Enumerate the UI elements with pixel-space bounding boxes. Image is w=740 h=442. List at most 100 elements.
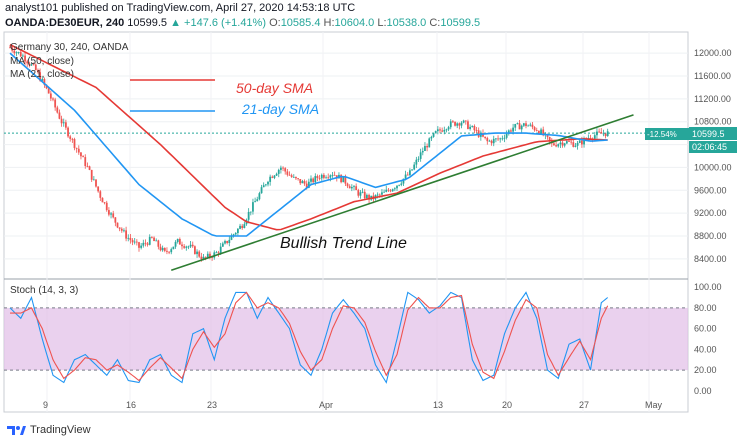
stoch-tick-label: 80.00	[694, 303, 717, 313]
stoch-pane	[4, 291, 688, 384]
time-tick-label: 13	[433, 400, 443, 410]
candle-body	[252, 202, 254, 212]
candle-body	[320, 174, 323, 179]
candle-body	[310, 178, 312, 182]
candle-body	[589, 137, 592, 139]
candle-body	[168, 251, 170, 253]
candle-body	[185, 246, 188, 248]
candle-body	[15, 52, 18, 54]
ma21-legend: MA (21, close)	[10, 69, 74, 80]
close-label: C:	[429, 17, 441, 29]
candle-body	[522, 123, 525, 126]
candle-body	[277, 169, 280, 174]
candle-body	[391, 189, 394, 192]
candle-body	[441, 130, 444, 132]
time-tick-label: May	[645, 400, 663, 410]
candle-body	[202, 256, 205, 260]
candle-body	[415, 159, 418, 165]
moving-averages	[9, 43, 634, 272]
candle-body	[80, 152, 82, 157]
candle-body	[140, 245, 143, 248]
candle-body	[510, 130, 512, 132]
candle-body	[49, 93, 52, 99]
candle-body	[88, 166, 91, 170]
symbol-ohlc-line: OANDA:DE30EUR, 240 10599.5 ▲ +147.6 (+1.…	[5, 17, 480, 29]
candle-body	[477, 130, 480, 137]
candle-body	[108, 210, 110, 215]
candle-body	[323, 174, 325, 178]
bullish-trendline	[170, 114, 634, 272]
candle-body	[118, 227, 121, 229]
candle-body	[172, 246, 175, 250]
candle-body	[219, 246, 222, 254]
change-value: +147.6 (+1.41%)	[184, 17, 266, 29]
stoch-d-line	[10, 291, 609, 382]
candle-body	[299, 178, 302, 184]
candle-body	[411, 169, 413, 171]
candle-body	[37, 69, 39, 73]
candle-body	[260, 187, 263, 194]
candle-body	[471, 125, 474, 127]
candle-body	[366, 194, 368, 199]
candle-body	[378, 194, 381, 196]
candle-body	[363, 191, 366, 199]
candle-body	[428, 138, 431, 148]
candle-body	[13, 50, 16, 54]
candle-body	[593, 135, 596, 139]
candle-body	[458, 123, 461, 126]
candle-body	[421, 150, 424, 153]
price-tick-label: 8400.00	[694, 254, 727, 264]
candle-body	[178, 238, 181, 245]
candle-body	[144, 242, 147, 244]
candle-body	[436, 129, 439, 132]
candle-body	[452, 121, 454, 123]
countdown-tag: 02:06:45	[692, 142, 727, 152]
candle-body	[288, 174, 291, 176]
stoch-axis: 100.00 80.00 60.00 40.00 20.00 0.00	[694, 282, 722, 396]
publisher-line: analyst101 published on TradingView.com,…	[5, 2, 356, 14]
candle-body	[32, 64, 35, 66]
candle-body	[598, 131, 600, 133]
pct-tag: -12.54%	[647, 130, 677, 139]
candle-body	[290, 175, 293, 177]
candle-body	[54, 99, 57, 108]
price-tick-label: 9200.00	[694, 208, 727, 218]
candle-body	[473, 125, 476, 131]
candle-body	[146, 243, 149, 245]
candle-body	[563, 143, 566, 146]
candles	[9, 45, 609, 262]
candle-body	[215, 252, 218, 254]
open-value: 10585.4	[280, 17, 321, 29]
candle-body	[90, 169, 93, 180]
last-price: 10599.5	[127, 17, 168, 29]
candle-body	[331, 174, 334, 176]
pane-title: Germany 30, 240, OANDA	[10, 42, 129, 53]
candle-body	[501, 138, 504, 140]
candle-body	[333, 174, 336, 176]
candle-body	[101, 197, 104, 203]
tradingview-logo[interactable]: TradingView	[6, 424, 91, 436]
candle-body	[65, 122, 67, 128]
candle-body	[258, 193, 261, 200]
candle-body	[325, 177, 327, 179]
candle-body	[307, 181, 310, 188]
candle-body	[176, 238, 179, 242]
stoch-band	[4, 307, 688, 371]
candle-body	[24, 55, 26, 62]
candle-body	[163, 247, 166, 251]
candle-body	[39, 72, 41, 81]
low-value: 10538.0	[386, 17, 427, 29]
candle-body	[540, 129, 542, 134]
candle-body	[284, 168, 287, 172]
candle-body	[161, 247, 164, 251]
candle-body	[434, 131, 437, 134]
candle-body	[67, 127, 69, 137]
candle-body	[495, 138, 497, 140]
candle-body	[353, 186, 355, 188]
candle-body	[170, 249, 173, 253]
candle-body	[135, 241, 138, 243]
candle-body	[467, 121, 469, 129]
candle-body	[305, 183, 308, 188]
candle-body	[17, 52, 20, 53]
